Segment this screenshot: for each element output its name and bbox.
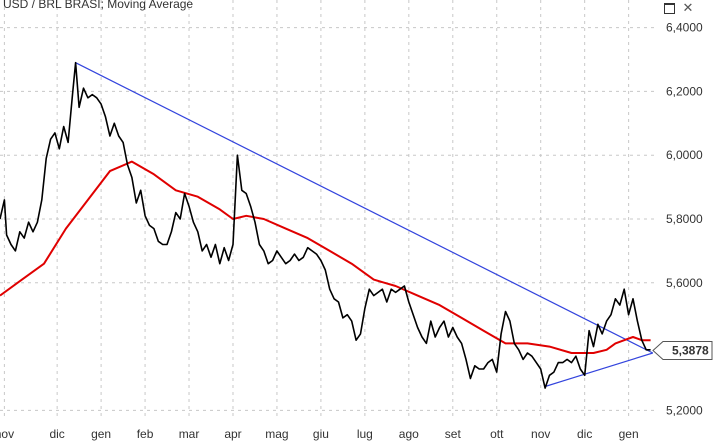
moving-average-line: [0, 160, 651, 354]
x-tick-label: feb: [137, 427, 154, 441]
x-tick-label: mar: [179, 427, 200, 441]
close-button[interactable]: ✕: [680, 0, 696, 16]
series-layer: [0, 61, 654, 389]
close-icon: ✕: [682, 0, 694, 16]
maximize-button[interactable]: [661, 0, 677, 16]
upper-trendline: [75, 62, 654, 354]
y-tick-label: 5,2000: [666, 403, 703, 417]
x-tick-label: lug: [357, 427, 373, 441]
x-tick-label: giu: [313, 427, 329, 441]
grid: [0, 0, 655, 420]
maximize-icon: [663, 2, 675, 14]
lower-trendline: [544, 352, 653, 388]
x-tick-label: gen: [91, 427, 111, 441]
y-tick-label: 5,6000: [666, 276, 703, 290]
y-tick-label: 6,2000: [666, 84, 703, 98]
x-tick-label: apr: [224, 427, 241, 441]
price-series-line: [0, 61, 651, 389]
last-value-badge-shape: [652, 341, 713, 361]
y-tick-label: 6,0000: [666, 148, 703, 162]
y-axis: 6,4000 6,2000 6,0000 5,8000 5,6000 5,2000: [666, 21, 703, 418]
x-axis: nov dic gen feb mar apr mag giu lug ago set ott nov d…: [0, 427, 639, 441]
x-tick-label: mag: [265, 427, 288, 441]
y-tick-label: 6,4000: [666, 21, 703, 35]
x-tick-label: set: [445, 427, 462, 441]
x-tick-label: dic: [577, 427, 592, 441]
x-tick-label: nov: [0, 427, 14, 441]
y-tick-label: 5,8000: [666, 212, 703, 226]
x-tick-label: gen: [619, 427, 639, 441]
last-value-label: 5,3878: [672, 344, 709, 358]
x-tick-label: ago: [399, 427, 419, 441]
chart-title: USD / BRL BRASI; Moving Average: [3, 0, 193, 11]
x-tick-label: dic: [49, 427, 64, 441]
last-value-badge: 5,3878: [652, 341, 713, 361]
x-tick-label: ott: [490, 427, 504, 441]
x-tick-label: nov: [531, 427, 550, 441]
